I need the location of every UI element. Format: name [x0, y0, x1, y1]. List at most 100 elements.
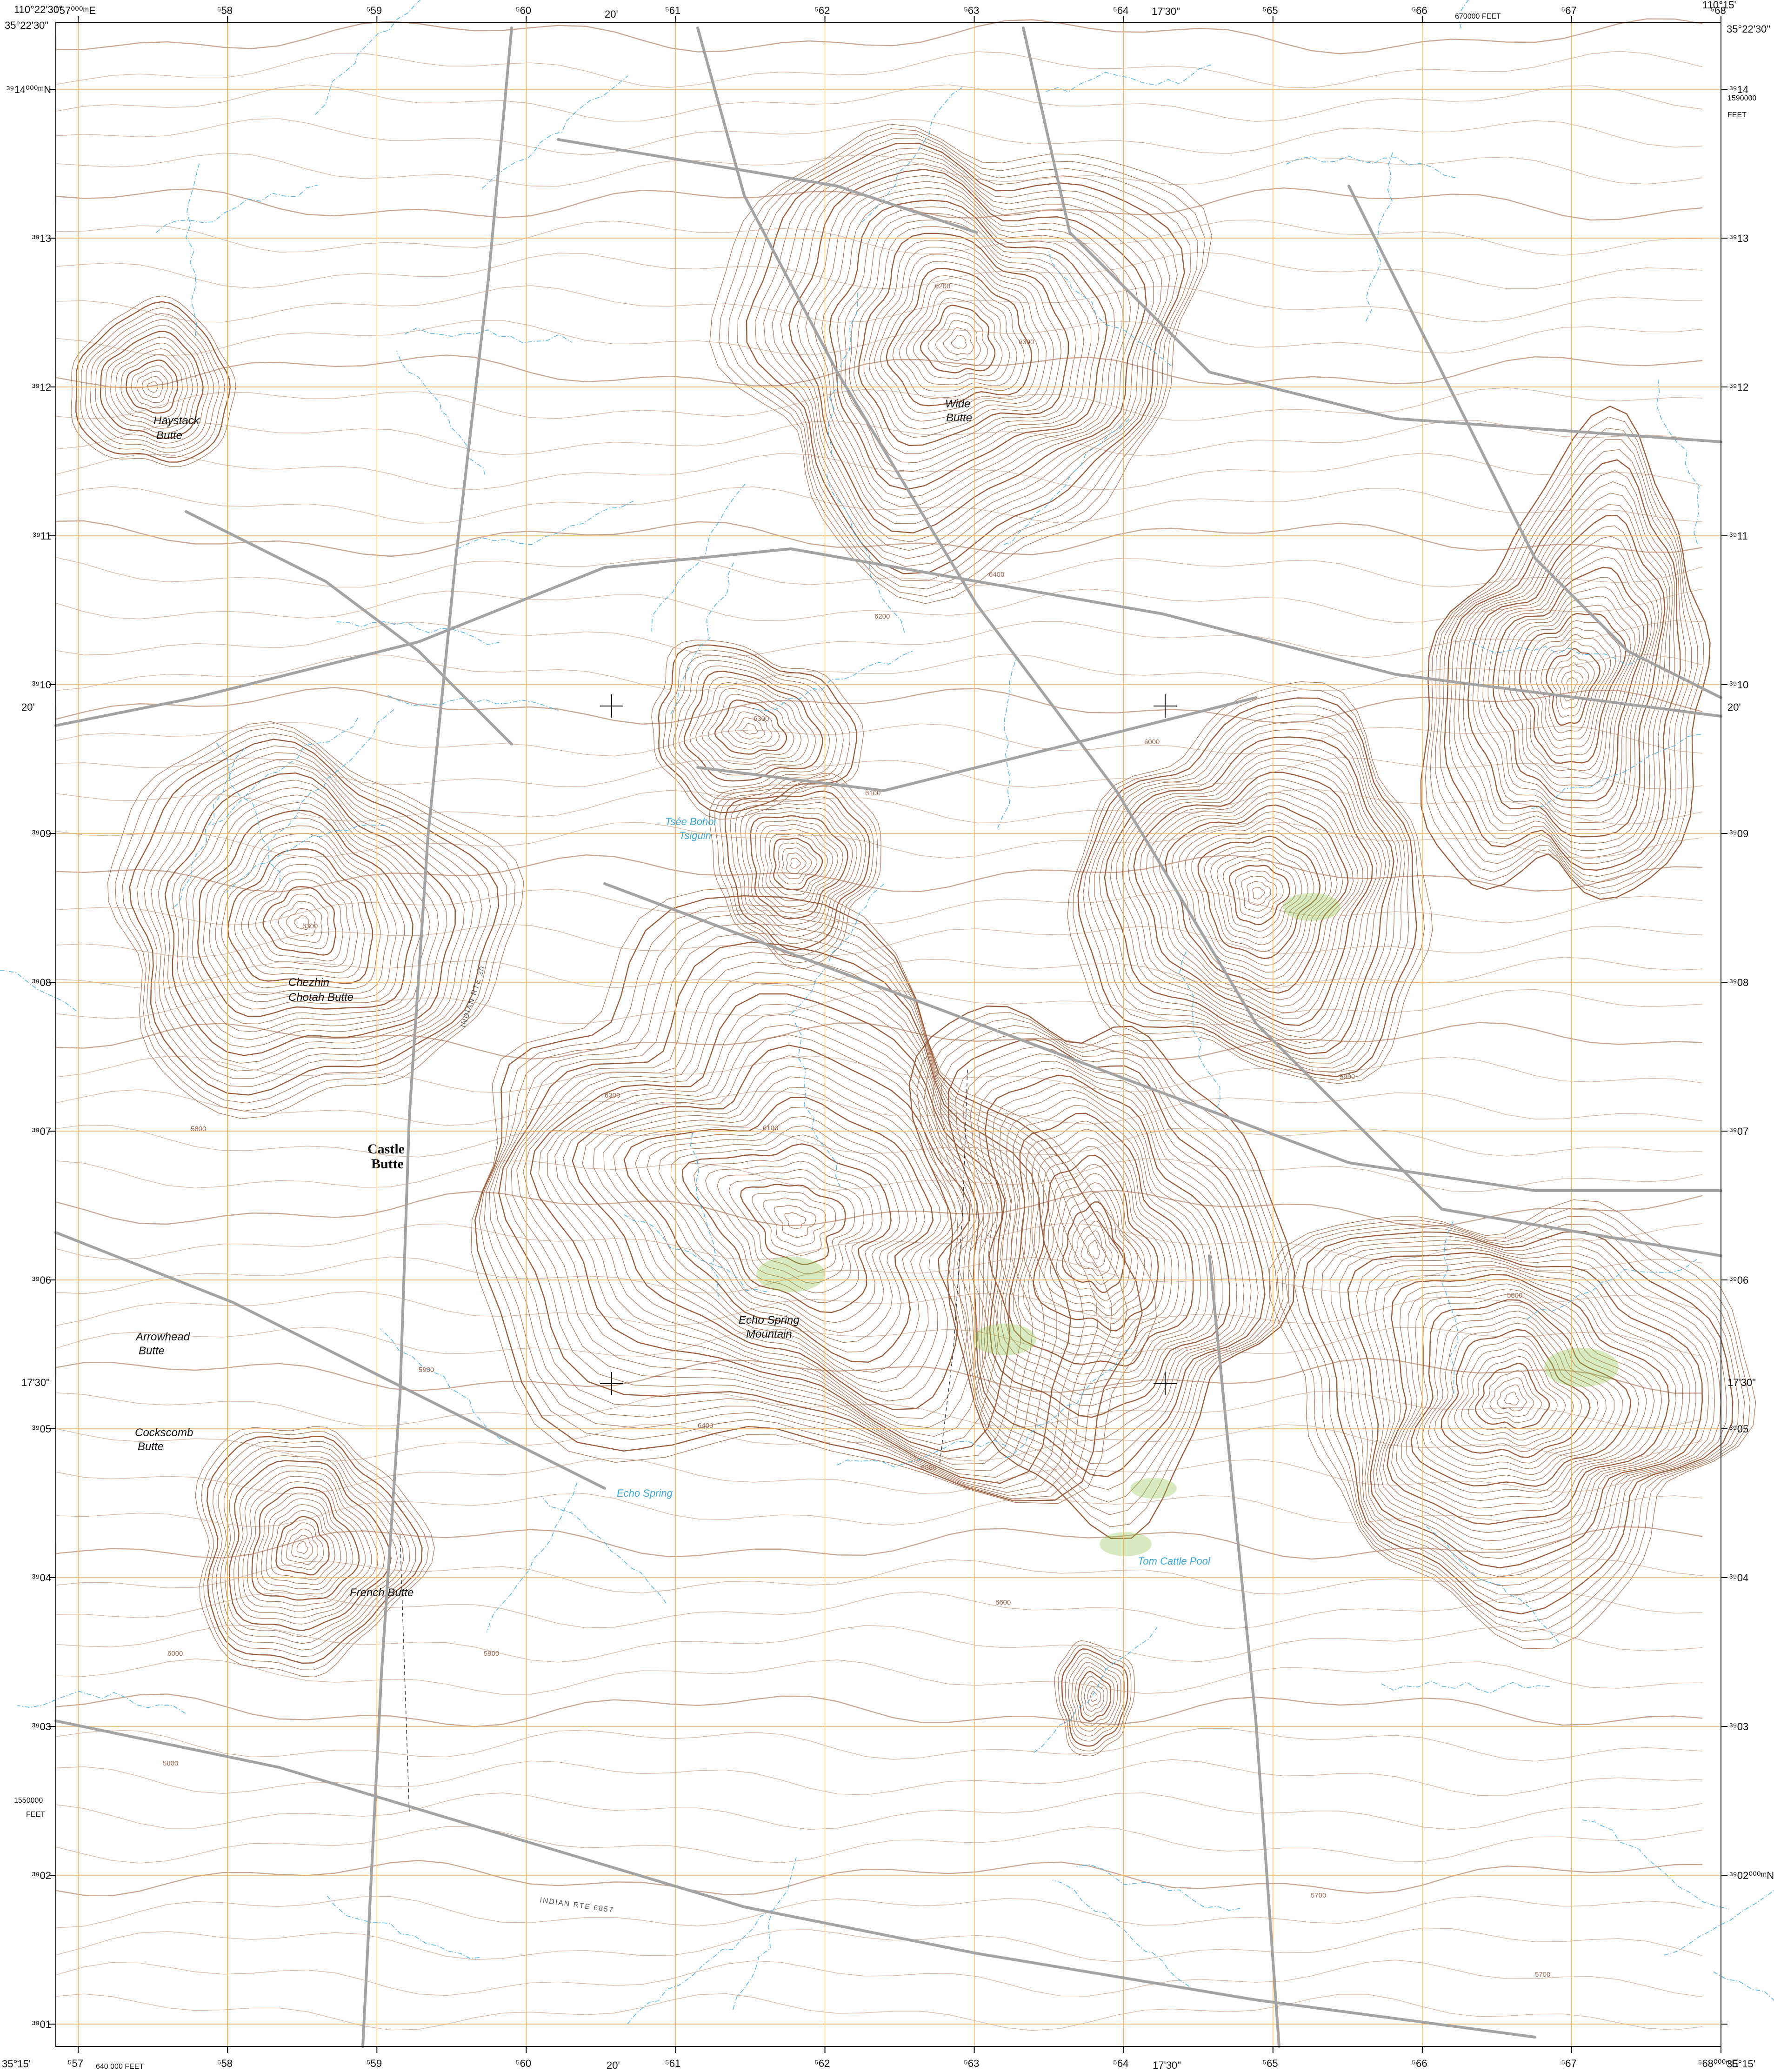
vegetation-patch [1100, 1532, 1152, 1556]
contour-line [1312, 1235, 1727, 1605]
contour-line [1071, 1662, 1118, 1732]
graticule-top-20: 20' [605, 8, 618, 20]
state-plane-left-value: 1550000 [14, 1797, 43, 1805]
vegetation-patch [1130, 1478, 1177, 1499]
contour-line [1347, 1252, 1703, 1569]
grid-labels-bottom: ⁵57 ⁵58 ⁵59 ⁵60 ⁵61 ⁵62 ⁵63 ⁵64 ⁵65 ⁵66 ⁵67 ⁵68⁰⁰⁰ᵐ… [67, 2058, 1738, 2069]
contour-line [255, 879, 343, 962]
contour-line [197, 809, 413, 1017]
contour-line [670, 1134, 900, 1323]
stream-line [690, 1133, 720, 1300]
contour-line [55, 1022, 1703, 1060]
contour-line [647, 1116, 917, 1343]
contour-line [1444, 459, 1681, 871]
tsee-bohoi-label-2: Tsiguin [679, 830, 711, 841]
grid-label-right: ³⁹04 [1729, 1572, 1748, 1584]
contour-line [683, 671, 823, 782]
contour-line [849, 220, 1084, 463]
contour-line [1223, 859, 1296, 932]
grid-label-bottom: ⁵68⁰⁰⁰ᵐE [1698, 2058, 1738, 2069]
grid-label-top: ⁵65 [1262, 5, 1278, 16]
contour-line [55, 387, 1703, 421]
contour-line [1422, 1311, 1614, 1475]
contour-line [1099, 729, 1398, 1059]
grid-label-left: ³⁹07 [32, 1126, 51, 1137]
road-line [696, 696, 1257, 792]
road-line [361, 27, 513, 2048]
contour-line [737, 138, 1191, 581]
contour-line [55, 1223, 1703, 1261]
grid-label-bottom: ⁵65 [1262, 2058, 1278, 2069]
stream-line [1472, 642, 1641, 666]
grid-label-bottom: ⁵64 [1113, 2058, 1129, 2069]
contour-line [1033, 1154, 1159, 1332]
stream-line [17, 1691, 186, 1714]
haystack-butte-label-2: Butte [156, 429, 182, 442]
contour-line [1482, 1370, 1542, 1423]
contour-line [1191, 830, 1327, 966]
contour-line [742, 723, 758, 735]
contour-line [582, 1055, 963, 1402]
collar-ticks [49, 16, 1727, 2053]
contour-line [1472, 525, 1662, 830]
contour-line [951, 334, 967, 349]
contour-line [970, 1061, 1245, 1441]
contour-line [238, 1471, 379, 1619]
contour-line [1241, 875, 1278, 912]
contour-line [55, 1693, 1703, 1727]
contour-line [863, 240, 1061, 438]
contour-line [992, 1082, 1223, 1406]
contour-line [663, 650, 850, 806]
contour-line [927, 312, 988, 367]
contour-line [55, 1256, 1703, 1294]
contour-line [1054, 1640, 1135, 1757]
contour-line [1428, 1316, 1607, 1470]
contour-line [932, 1025, 1278, 1503]
contour-line [129, 739, 500, 1096]
contour-line [651, 640, 864, 820]
contour-line [266, 1504, 341, 1585]
contour-line [55, 1291, 1703, 1326]
contour-line [247, 1481, 366, 1606]
vegetation-patch [1544, 1348, 1619, 1387]
grid-label-bottom: ⁵57 [67, 2058, 83, 2069]
grid-label-top: ⁵61 [665, 5, 681, 16]
contour-line [1530, 627, 1616, 749]
contour-line [55, 486, 1703, 524]
contour-line [1058, 1644, 1132, 1752]
contour-line [1410, 1299, 1632, 1487]
road-line [54, 1719, 1536, 2039]
grid-label-left: ³⁹04 [32, 1572, 51, 1584]
contour-line [708, 693, 794, 760]
road-line [696, 27, 1722, 1257]
castle-butte-label-2: Butte [371, 1156, 404, 1172]
contour-line [740, 807, 857, 932]
contour-line [179, 787, 439, 1040]
elevation-label: 5900 [1340, 1073, 1355, 1081]
contour-line [977, 1067, 1237, 1429]
contour-line [1285, 1216, 1745, 1632]
contour-line [1339, 1248, 1709, 1578]
contour-line [1127, 765, 1378, 1033]
stream-line [315, 0, 421, 115]
contour-line [286, 908, 316, 937]
elevation-label: 5800 [191, 1125, 206, 1133]
elevation-label: 6300 [302, 922, 318, 930]
corner-bottom-right-lat: 35°15' [1727, 2058, 1755, 2070]
contour-line [1110, 744, 1390, 1049]
contour-line [1504, 1392, 1520, 1406]
contour-line [55, 653, 1703, 692]
contour-line [563, 1034, 978, 1419]
contour-line [280, 1522, 324, 1570]
contour-line [790, 858, 801, 869]
stream-line [651, 483, 746, 632]
road-line [54, 1231, 606, 1490]
contour-line [673, 660, 837, 794]
contour-line [745, 811, 853, 926]
grid-label-right: ³⁹08 [1729, 977, 1748, 988]
contour-line [728, 133, 1198, 590]
contour-line [228, 1460, 392, 1632]
contour-line [996, 1089, 1215, 1395]
stream-line [860, 87, 963, 225]
